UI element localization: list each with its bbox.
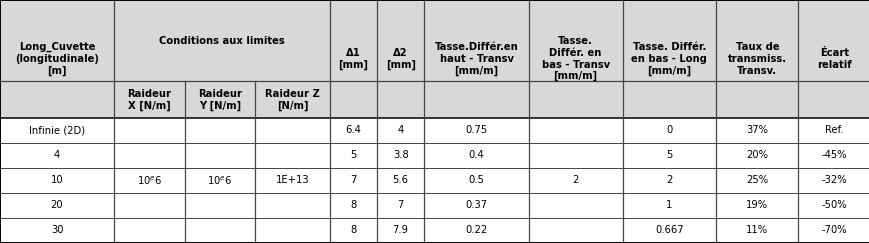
Text: 3.8: 3.8 [393,150,408,160]
Text: 37%: 37% [746,125,767,135]
Text: 0.667: 0.667 [654,226,683,235]
Text: 0.37: 0.37 [465,200,487,210]
Text: 10$^e$6: 10$^e$6 [136,174,162,187]
Text: 8: 8 [350,200,356,210]
Text: 2: 2 [666,175,672,185]
Text: 2: 2 [572,175,578,185]
Text: Tasse.Différ.en
haut - Transv
[mm/m]: Tasse.Différ.en haut - Transv [mm/m] [434,42,518,76]
Text: Infinie (2D): Infinie (2D) [29,125,85,135]
Text: 0.22: 0.22 [465,226,488,235]
Text: 5.6: 5.6 [392,175,408,185]
Bar [0,81,869,118]
Text: Taux de
transmiss.
Transv.: Taux de transmiss. Transv. [727,42,786,76]
Text: Écart
relatif: Écart relatif [816,48,851,70]
Text: Conditions aux limites: Conditions aux limites [159,36,284,46]
Text: 10$^e$6: 10$^e$6 [207,174,232,187]
Text: -70%: -70% [820,226,846,235]
Text: Long_Cuvette
(longitudinale)
[m]: Long_Cuvette (longitudinale) [m] [15,42,99,76]
Text: Δ2
[mm]: Δ2 [mm] [385,48,415,70]
Text: 0.5: 0.5 [468,175,484,185]
Text: 5: 5 [349,150,356,160]
Text: 7.9: 7.9 [392,226,408,235]
Text: Tasse.
Différ. en
bas - Transv
[mm/m]: Tasse. Différ. en bas - Transv [mm/m] [541,36,609,81]
Text: Raideur
Y [N/m]: Raideur Y [N/m] [197,89,242,111]
Text: 4: 4 [54,150,60,160]
Bar [0,0,869,81]
Text: 20: 20 [50,200,63,210]
Text: 7: 7 [349,175,356,185]
Text: 1: 1 [666,200,672,210]
Text: 10: 10 [50,175,63,185]
Text: Raideur
X [N/m]: Raideur X [N/m] [127,89,171,111]
Text: 11%: 11% [746,226,767,235]
Text: 6.4: 6.4 [345,125,361,135]
Text: 7: 7 [397,200,403,210]
Text: 1E+13: 1E+13 [275,175,308,185]
Text: 4: 4 [397,125,403,135]
Text: Δ1
[mm]: Δ1 [mm] [338,48,368,70]
Text: 0.75: 0.75 [465,125,488,135]
Text: 20%: 20% [746,150,767,160]
Text: -45%: -45% [820,150,846,160]
Text: 8: 8 [350,226,356,235]
Text: -50%: -50% [820,200,846,210]
Text: 19%: 19% [746,200,767,210]
Text: 0: 0 [666,125,672,135]
Text: Raideur Z
[N/m]: Raideur Z [N/m] [265,89,320,111]
Text: 5: 5 [666,150,672,160]
Text: -32%: -32% [820,175,846,185]
Text: 0.4: 0.4 [468,150,484,160]
Text: Tasse. Différ.
en bas - Long
[mm/m]: Tasse. Différ. en bas - Long [mm/m] [631,42,706,76]
Text: Ref.: Ref. [824,125,843,135]
Text: 30: 30 [50,226,63,235]
Text: 25%: 25% [746,175,767,185]
